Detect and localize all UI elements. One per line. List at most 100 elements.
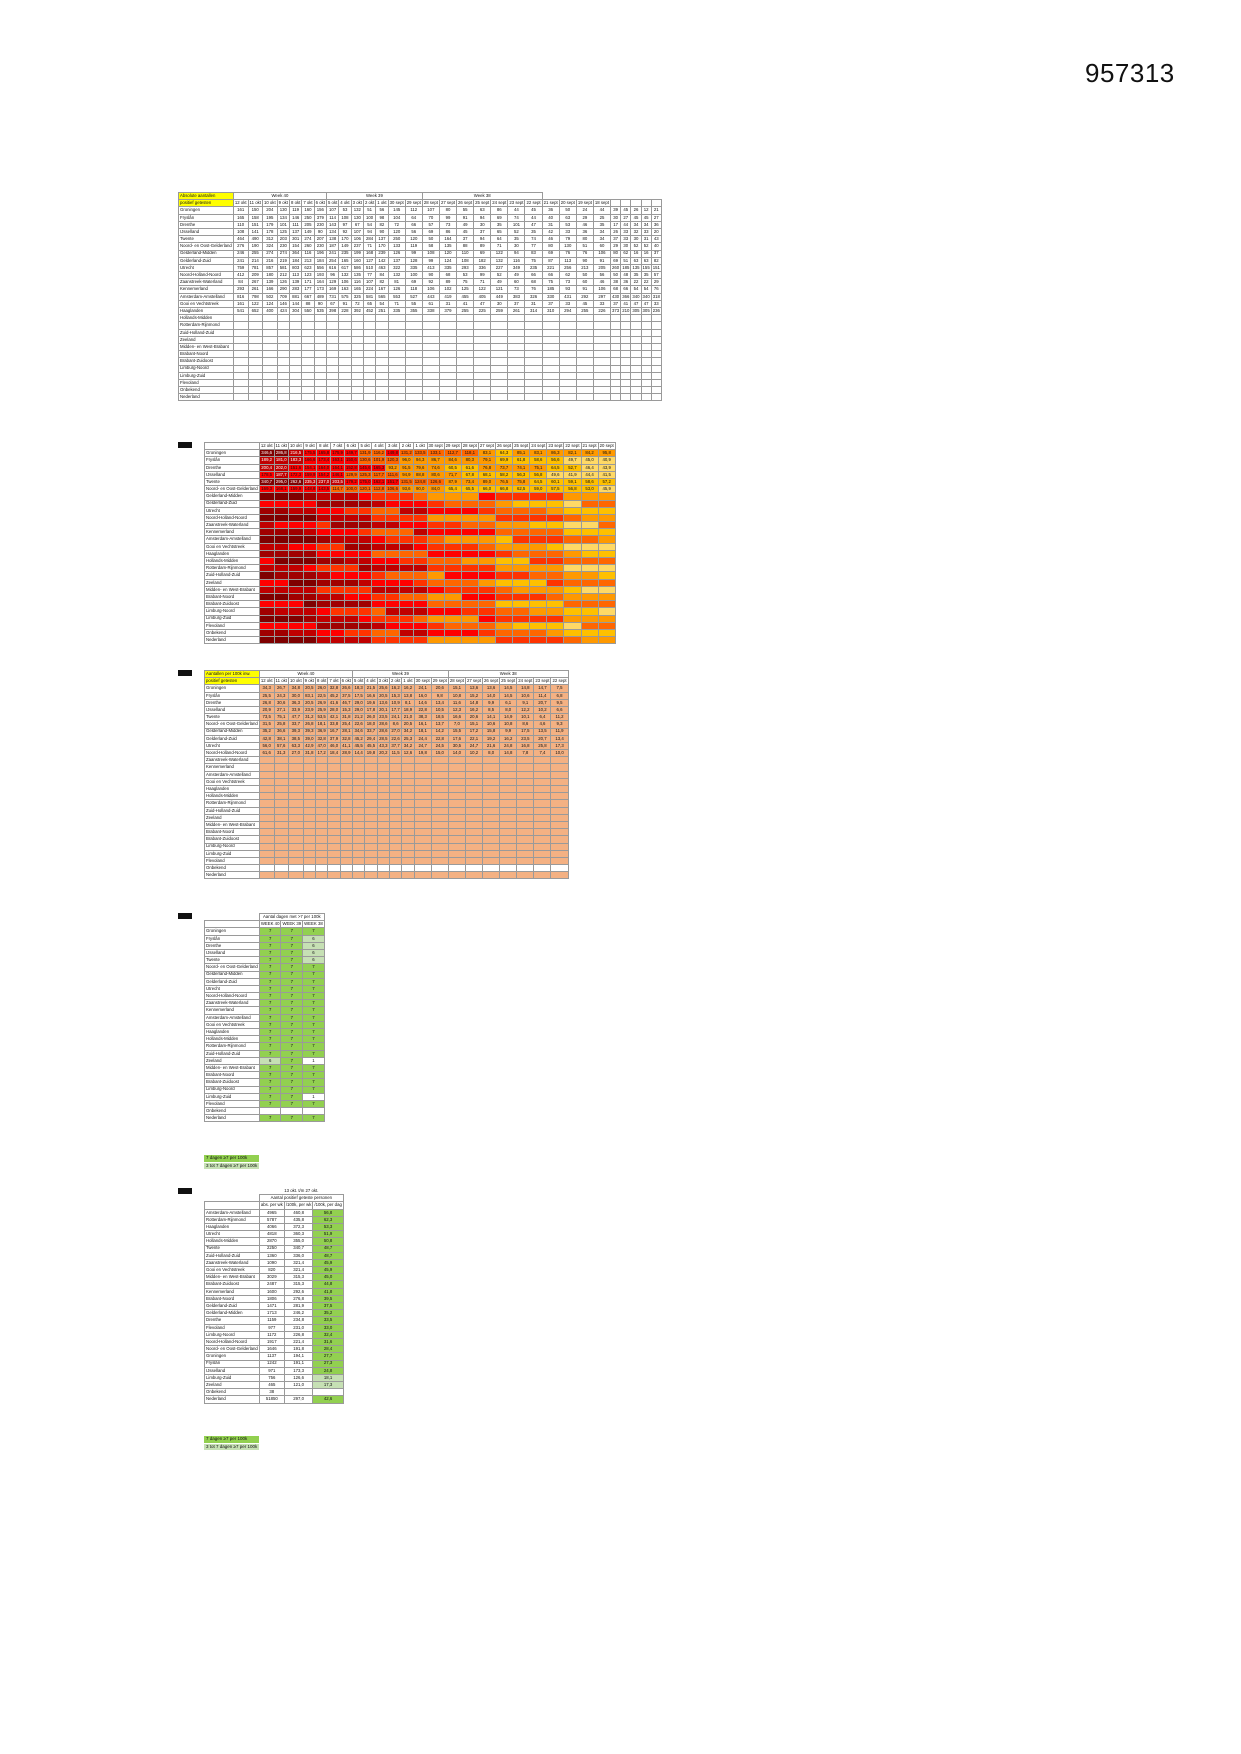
column-header: WEEK 38 xyxy=(302,920,325,929)
value-cell xyxy=(482,777,501,787)
value-cell: 199 xyxy=(350,249,364,258)
heat-cell: 112,8 xyxy=(371,485,387,494)
value-cell: 106 xyxy=(350,235,364,244)
heat-cell: 60,5 xyxy=(443,463,462,472)
value-cell: 151 xyxy=(247,220,263,229)
region-name: Limburg-Noord xyxy=(204,1085,260,1094)
heat-cell xyxy=(302,592,318,602)
value-cell xyxy=(350,357,364,366)
value-cell xyxy=(362,350,377,359)
value-cell: 101 xyxy=(276,220,290,229)
value-cell xyxy=(421,378,440,388)
value-cell xyxy=(413,856,432,866)
value-cell xyxy=(351,806,366,815)
value-cell: 29,4 xyxy=(364,734,378,743)
heat-cell xyxy=(563,592,582,602)
heat-cell: 125,3 xyxy=(357,470,373,479)
heat-cell xyxy=(426,592,445,602)
value-cell: 82 xyxy=(650,256,662,265)
value-cell: 63 xyxy=(640,256,652,265)
value-cell xyxy=(533,763,552,772)
heat-cell: 106,6 xyxy=(385,485,401,494)
value-cell xyxy=(482,763,501,772)
region-name: Zuid-Holland-Zuid xyxy=(204,1049,260,1058)
value-cell: 1600 xyxy=(258,1287,285,1296)
value-cell xyxy=(473,342,492,352)
heat-cell xyxy=(343,535,359,544)
heat-cell xyxy=(399,499,414,508)
value-cell: 18,1 xyxy=(312,1373,344,1383)
heat-cell: 76,5 xyxy=(494,477,514,487)
value-cell xyxy=(421,393,440,402)
value-cell xyxy=(376,799,390,808)
heat-cell: 187,7 xyxy=(273,470,289,479)
heat-cell xyxy=(371,513,387,523)
heat-cell xyxy=(385,607,401,616)
table-row: Midden- en West-Brabant xyxy=(178,342,662,352)
value-cell: 46,0 xyxy=(327,741,341,751)
heat-cell: 146,1 xyxy=(330,470,345,479)
heat-cell xyxy=(460,592,479,602)
heat-cell: 164,0 xyxy=(316,463,332,472)
value-cell xyxy=(640,386,652,395)
heat-cell: 41,5 xyxy=(597,470,616,479)
heat-cell: 40,9 xyxy=(597,456,616,465)
value-cell xyxy=(507,314,526,323)
value-cell xyxy=(338,335,352,344)
value-cell: 759 xyxy=(232,263,249,273)
value-cell xyxy=(339,828,353,837)
heat-cell xyxy=(412,556,428,566)
region-name: Limburg-Zuid xyxy=(178,371,234,380)
days-cell: 7 xyxy=(302,1035,325,1044)
value-cell xyxy=(558,364,577,373)
value-cell xyxy=(464,828,484,837)
heat-cell: 151,7 xyxy=(385,477,401,487)
table-row: Noord-Holland-Noord 1917 221,4 31,6 xyxy=(204,1337,344,1347)
value-cell xyxy=(258,828,275,837)
value-cell xyxy=(301,342,315,352)
value-cell: 24,1 xyxy=(413,684,432,693)
value-cell: 69 xyxy=(473,249,492,258)
value-cell: 340 xyxy=(630,292,642,301)
days-cell: 7 xyxy=(280,948,304,958)
heat-cell xyxy=(580,549,599,559)
heat-cell xyxy=(477,506,496,515)
value-cell: 19,2 xyxy=(482,734,501,743)
value-cell: 623 xyxy=(301,263,315,273)
value-cell: 29,0 xyxy=(351,698,366,707)
value-cell xyxy=(287,871,304,880)
days-cell: 7 xyxy=(302,1078,325,1087)
table-row: Brabant-Noord 1806 276,8 39,5 xyxy=(204,1294,344,1304)
heat-cell xyxy=(529,528,548,537)
value-cell: 13,4 xyxy=(550,734,569,743)
date-cell: 6 okt xyxy=(313,199,327,208)
heat-cell xyxy=(546,499,565,508)
value-cell xyxy=(516,820,535,830)
value-cell xyxy=(558,314,577,323)
heat-cell: 165,3 xyxy=(371,463,387,472)
value-cell xyxy=(482,864,501,873)
value-cell: 60 xyxy=(575,278,594,287)
value-cell xyxy=(273,806,289,815)
value-cell: 126 xyxy=(387,285,406,294)
value-cell xyxy=(325,328,340,337)
value-cell: 4965 xyxy=(258,1208,285,1217)
value-cell: 22 xyxy=(630,278,642,287)
value-cell xyxy=(362,371,377,380)
heat-cell: 74,6 xyxy=(426,463,445,472)
value-cell: 130 xyxy=(276,206,290,215)
value-cell: 168 xyxy=(362,249,377,258)
value-cell xyxy=(388,849,403,858)
value-cell: 76 xyxy=(650,285,662,294)
value-cell xyxy=(375,357,389,366)
value-cell xyxy=(350,314,364,323)
region-name: Noord- en Oost-Gelderland xyxy=(204,963,260,972)
value-cell xyxy=(533,770,552,779)
value-cell: 20,1 xyxy=(376,705,390,715)
heat-cell xyxy=(385,542,401,551)
heat-cell xyxy=(316,499,332,508)
heat-cell xyxy=(371,621,387,630)
value-cell: 314 xyxy=(524,306,543,316)
heat-cell xyxy=(287,549,304,559)
value-cell: 281,9 xyxy=(283,1301,314,1311)
